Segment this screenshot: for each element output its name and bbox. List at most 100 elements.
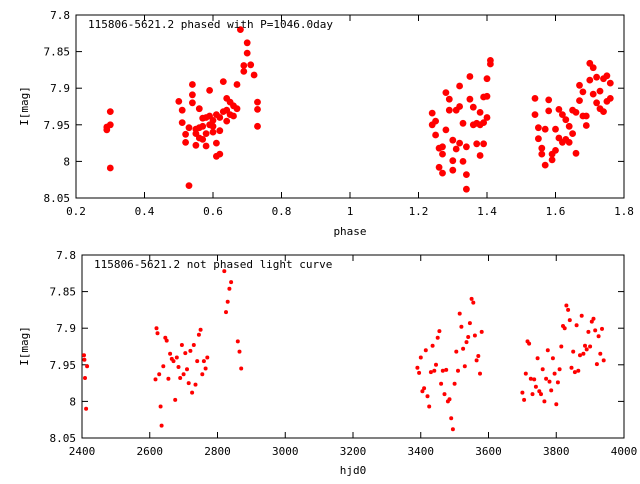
data-point	[175, 98, 183, 105]
data-point	[478, 371, 482, 376]
data-point	[606, 79, 614, 87]
data-point	[216, 127, 224, 135]
data-point	[466, 95, 474, 103]
data-point	[254, 106, 261, 113]
data-point	[578, 353, 582, 358]
data-point	[567, 318, 572, 323]
data-point	[596, 334, 601, 339]
y-tick-label: 7.9	[56, 322, 76, 335]
data-point	[531, 95, 539, 102]
data-point	[596, 87, 604, 95]
data-point	[569, 130, 576, 138]
data-point	[425, 394, 430, 399]
x-tick-label: 0.2	[66, 205, 86, 218]
data-point	[440, 368, 445, 373]
data-point	[243, 39, 251, 47]
y-tick-label: 7.8	[50, 9, 70, 22]
data-point	[190, 390, 195, 395]
data-point	[456, 103, 463, 110]
data-point	[552, 125, 559, 133]
data-point	[229, 280, 234, 285]
data-point	[466, 335, 471, 339]
y-tick-label: 8.05	[44, 192, 71, 205]
data-point	[454, 349, 459, 354]
data-point	[85, 364, 90, 369]
data-point	[449, 136, 457, 144]
data-point	[179, 343, 184, 347]
data-point	[164, 338, 169, 343]
x-tick-label: 3400	[408, 445, 435, 458]
x-tick-label: 4000	[611, 445, 638, 458]
data-point	[185, 367, 189, 372]
data-point	[201, 359, 206, 364]
data-point	[439, 381, 444, 386]
data-point	[545, 107, 553, 115]
data-point	[434, 362, 438, 367]
data-point	[473, 140, 481, 148]
data-point	[549, 388, 554, 393]
data-point	[528, 376, 533, 381]
data-point	[530, 392, 535, 397]
data-point	[541, 161, 549, 169]
data-point	[537, 389, 542, 394]
x-tick-label: 1	[347, 205, 354, 218]
data-point	[449, 157, 457, 165]
data-point	[192, 141, 200, 149]
data-point	[593, 99, 600, 107]
data-point	[603, 72, 611, 80]
data-point	[571, 349, 576, 354]
y-tick-label: 7.85	[44, 46, 71, 59]
data-point	[235, 339, 240, 344]
data-point	[420, 389, 425, 394]
data-point	[185, 124, 193, 132]
data-point	[178, 376, 183, 380]
data-point	[174, 355, 179, 360]
plot-frame	[75, 14, 625, 199]
data-point	[579, 313, 584, 318]
data-point	[469, 296, 474, 301]
data-point	[445, 95, 453, 103]
data-point	[224, 310, 228, 315]
data-point	[166, 376, 171, 381]
data-point	[206, 87, 214, 94]
data-point	[589, 319, 594, 324]
data-point	[82, 353, 86, 358]
data-point	[606, 95, 614, 102]
data-point	[574, 323, 579, 328]
data-point	[565, 122, 573, 130]
data-point	[449, 166, 457, 174]
data-point	[572, 109, 580, 116]
data-point	[476, 152, 484, 159]
data-point	[439, 150, 446, 158]
data-point	[471, 300, 476, 305]
data-point	[193, 382, 198, 387]
data-point	[464, 340, 469, 345]
data-point	[422, 386, 427, 391]
data-point	[233, 105, 241, 113]
data-point	[225, 299, 230, 304]
data-point	[483, 92, 491, 100]
data-point	[600, 326, 604, 331]
data-point	[548, 156, 556, 164]
data-point	[520, 390, 525, 395]
data-point	[462, 364, 467, 369]
data-point	[572, 370, 577, 375]
data-point	[84, 406, 89, 411]
data-point	[199, 122, 207, 130]
data-point	[562, 116, 570, 124]
data-point	[442, 89, 450, 96]
data-point	[545, 96, 553, 104]
data-point	[445, 106, 453, 114]
data-point	[586, 76, 594, 84]
data-point	[189, 99, 196, 107]
data-point	[579, 88, 587, 96]
data-point	[569, 365, 574, 370]
data-point	[535, 356, 540, 361]
data-point	[216, 150, 224, 158]
data-point	[576, 81, 583, 89]
data-point	[209, 117, 217, 124]
x-tick-label: 3200	[340, 445, 367, 458]
data-point	[243, 49, 251, 57]
